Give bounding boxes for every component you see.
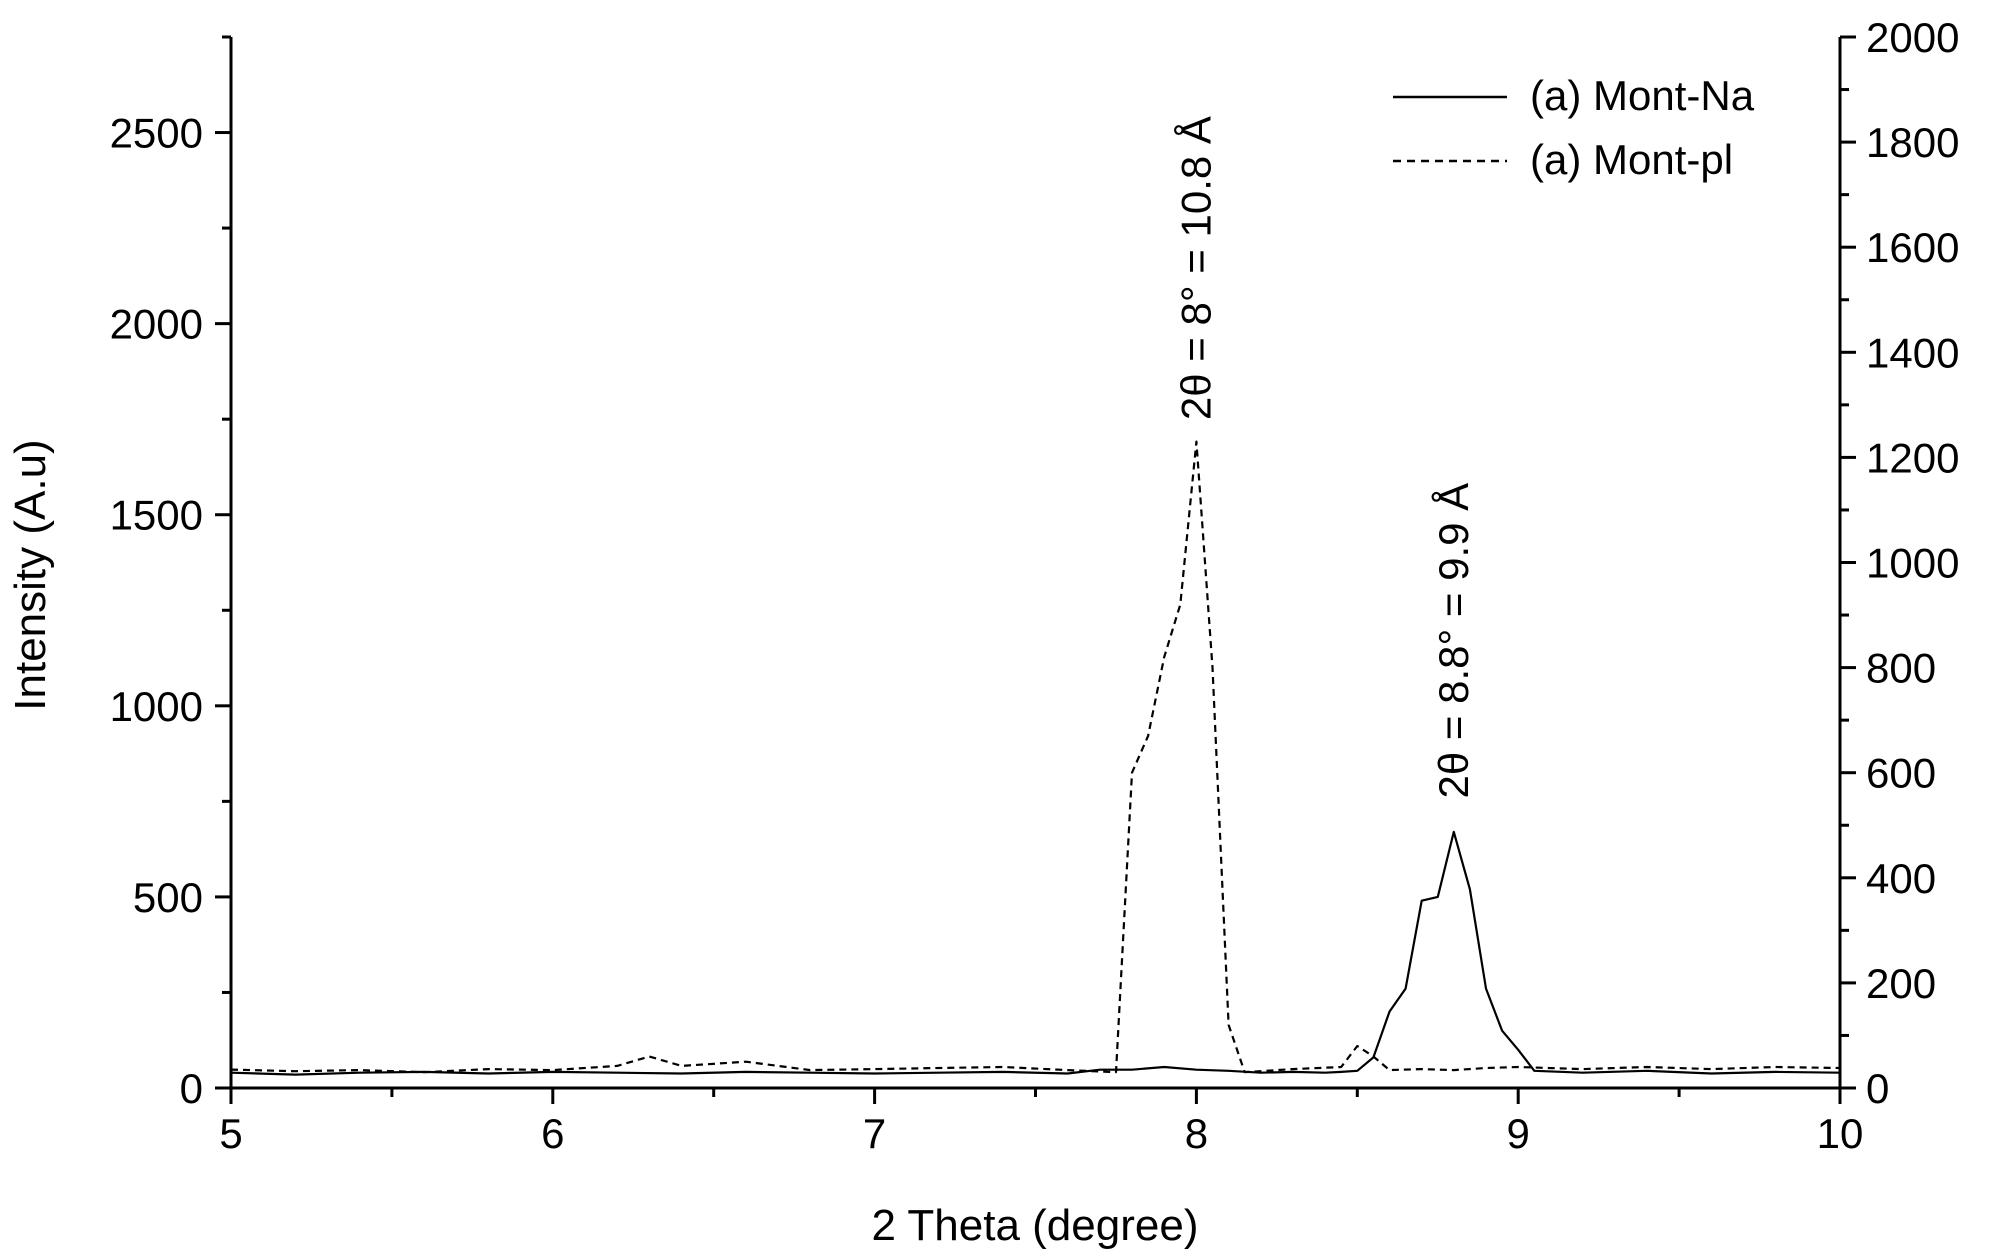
y-left-tick-label: 1000 <box>110 683 203 730</box>
legend-label-mont-pl: (a) Mont-pl <box>1530 136 1733 183</box>
x-tick-label: 7 <box>863 1110 886 1157</box>
y-right-tick-label: 0 <box>1866 1065 1889 1112</box>
y-left-tick-label: 0 <box>180 1065 203 1112</box>
y-left-tick-label: 1500 <box>110 492 203 539</box>
y-left-axis-ticks: 0 500 1000 1500 2000 2500 <box>110 35 231 1112</box>
series-line-mont-pl <box>230 440 1841 1074</box>
y-left-tick-label: 2000 <box>110 301 203 348</box>
x-tick-label: 10 <box>1817 1110 1864 1157</box>
y-right-tick-label: 1200 <box>1866 434 1959 481</box>
x-tick-label: 9 <box>1507 1110 1530 1157</box>
x-tick-label: 6 <box>541 1110 564 1157</box>
y-right-tick-label: 1000 <box>1866 540 1959 587</box>
x-axis-title: 2 Theta (degree) <box>872 1201 1199 1250</box>
x-axis-ticks: 5 6 7 8 9 10 <box>219 1088 1863 1157</box>
y-right-tick-label: 200 <box>1866 960 1936 1007</box>
legend: (a) Mont-Na (a) Mont-pl <box>1393 72 1755 183</box>
y-right-tick-label: 2000 <box>1866 14 1959 61</box>
y-right-tick-label: 1400 <box>1866 329 1959 376</box>
y-right-tick-label: 800 <box>1866 645 1936 692</box>
y-right-tick-label: 1800 <box>1866 119 1959 166</box>
legend-label-mont-na: (a) Mont-Na <box>1530 72 1755 119</box>
series-line-mont-na <box>230 830 1841 1076</box>
series-layer <box>230 440 1841 1076</box>
y-axis-title: Intensity (A.u) <box>6 439 55 710</box>
plot-area <box>229 37 1842 1090</box>
annotation-layer: 2θ = 8° = 10.8 Å 2θ = 8.8° = 9.9 Å <box>1172 116 1476 798</box>
x-tick-label: 8 <box>1185 1110 1208 1157</box>
peak-annotation-1: 2θ = 8° = 10.8 Å <box>1172 116 1219 420</box>
y-right-tick-label: 400 <box>1866 855 1936 902</box>
x-tick-label: 5 <box>219 1110 242 1157</box>
peak-annotation-2: 2θ = 8.8° = 9.9 Å <box>1430 483 1477 799</box>
y-right-axis-ticks: 0 200 400 600 800 1000 1200 1400 1600 1800 2000 <box>1840 14 1959 1112</box>
y-right-tick-label: 600 <box>1866 750 1936 797</box>
y-right-tick-label: 1600 <box>1866 224 1959 271</box>
y-left-tick-label: 500 <box>133 874 203 921</box>
y-left-tick-label: 2500 <box>110 110 203 157</box>
